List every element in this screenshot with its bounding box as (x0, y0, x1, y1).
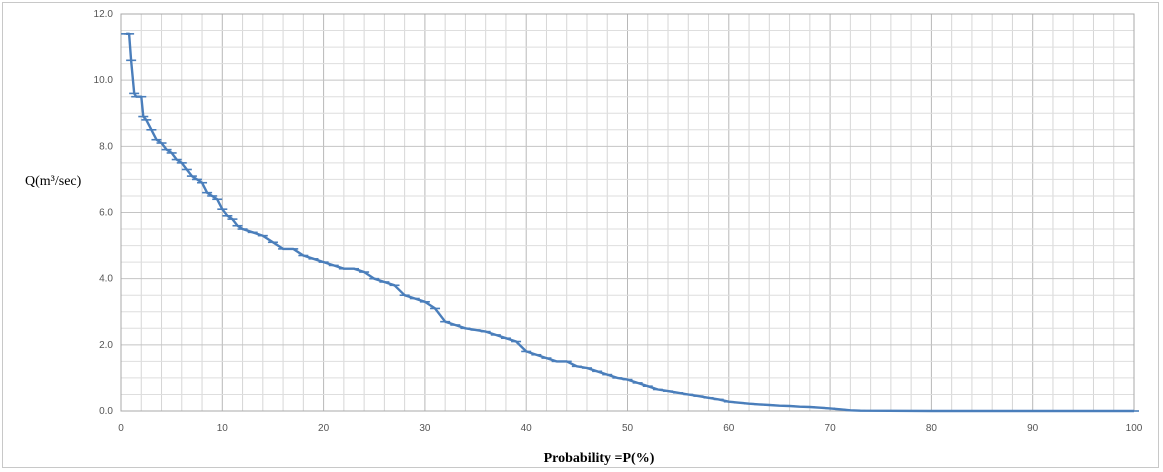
x-tick-label: 80 (926, 423, 938, 434)
x-tick-label: 20 (318, 423, 330, 434)
y-tick-label: 12.0 (94, 9, 114, 20)
y-tick-label: 8.0 (99, 141, 113, 152)
x-tick-label: 30 (419, 423, 431, 434)
x-tick-label: 100 (1126, 423, 1143, 434)
y-tick-label: 10.0 (94, 75, 114, 86)
x-tick-label: 40 (521, 423, 533, 434)
flow-duration-chart: 0.0 2.0 4.0 6.0 8.0 10.0 12.0 0 10 20 30 40 50 60 70 8… (25, 9, 1143, 466)
y-tick-label: 6.0 (99, 208, 113, 219)
axes (120, 13, 1135, 412)
x-tick-label: 50 (622, 423, 634, 434)
grid-lines (120, 13, 1135, 412)
x-tick-label: 10 (217, 423, 229, 434)
x-tick-labels: 0 10 20 30 40 50 60 70 80 90 100 (118, 423, 1143, 434)
y-axis-label: Q(m³/sec) (25, 174, 82, 189)
series-line (126, 32, 1134, 413)
y-tick-label: 2.0 (99, 340, 113, 351)
x-axis-label: Probability =P(%) (544, 451, 655, 466)
y-tick-label: 0.0 (99, 406, 113, 417)
x-tick-label: 60 (723, 423, 735, 434)
x-tick-label: 0 (118, 423, 124, 434)
series-group (121, 32, 1139, 413)
x-tick-label: 70 (825, 423, 837, 434)
y-tick-label: 4.0 (99, 274, 113, 285)
y-tick-labels: 0.0 2.0 4.0 6.0 8.0 10.0 12.0 (94, 9, 114, 417)
plot-border (120, 13, 1135, 412)
x-tick-label: 90 (1027, 423, 1039, 434)
